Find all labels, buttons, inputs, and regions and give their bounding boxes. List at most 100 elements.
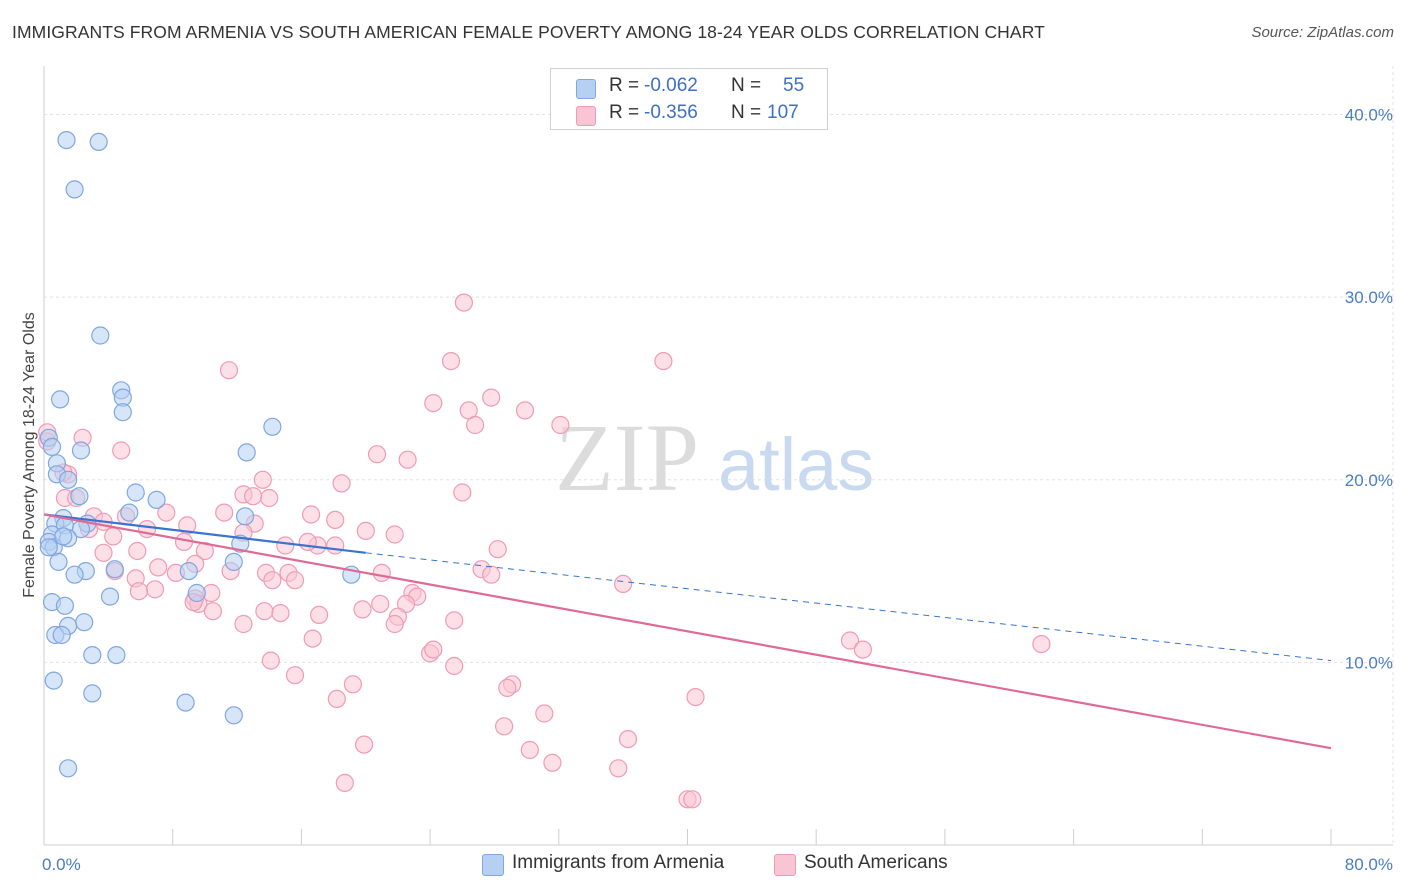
data-point bbox=[441, 352, 461, 371]
data-point bbox=[327, 689, 346, 709]
data-point bbox=[176, 693, 195, 712]
data-point bbox=[853, 640, 873, 659]
data-point bbox=[100, 587, 120, 606]
data-point bbox=[271, 603, 290, 623]
correlation-legend: R = -0.062 N = 55 R = -0.356 N = 107 bbox=[550, 68, 828, 130]
data-point bbox=[515, 401, 535, 420]
data-point bbox=[261, 651, 280, 670]
data-point bbox=[112, 441, 131, 460]
data-point bbox=[398, 450, 417, 469]
data-point bbox=[104, 527, 123, 546]
data-point bbox=[57, 131, 76, 150]
data-point bbox=[263, 417, 282, 436]
data-point bbox=[356, 521, 375, 541]
data-point bbox=[42, 437, 62, 456]
data-point bbox=[445, 611, 464, 630]
data-point bbox=[145, 580, 165, 599]
data-point bbox=[343, 675, 362, 694]
data-point bbox=[65, 565, 84, 584]
data-point bbox=[686, 687, 705, 707]
data-point bbox=[535, 704, 554, 723]
data-point bbox=[466, 415, 485, 435]
data-point bbox=[224, 706, 243, 725]
watermark-atlas: atlas bbox=[718, 423, 874, 506]
trend-lines bbox=[43, 513, 1332, 750]
legend-n-label: N = bbox=[731, 102, 762, 123]
data-point bbox=[371, 594, 390, 614]
y-tick-label: 10.0% bbox=[1345, 653, 1393, 672]
data-point bbox=[683, 790, 702, 809]
data-point bbox=[520, 740, 539, 760]
data-point bbox=[609, 759, 628, 778]
data-point bbox=[326, 536, 345, 555]
data-point bbox=[310, 605, 329, 625]
series-immigrants-from-armenia bbox=[39, 131, 361, 778]
data-point bbox=[128, 541, 147, 561]
chart-title: IMMIGRANTS FROM ARMENIA VS SOUTH AMERICA… bbox=[12, 22, 1045, 42]
data-point bbox=[49, 552, 68, 572]
data-point bbox=[94, 543, 113, 562]
data-point bbox=[91, 326, 110, 345]
data-point bbox=[367, 445, 387, 464]
data-point bbox=[195, 541, 214, 561]
data-point bbox=[126, 483, 145, 502]
data-point bbox=[215, 503, 234, 522]
x-tick-label: 80.0% bbox=[1345, 855, 1393, 874]
legend-r-value: -0.356 bbox=[644, 102, 698, 123]
data-point bbox=[55, 596, 75, 615]
x-tick-label: 0.0% bbox=[42, 855, 81, 874]
data-point bbox=[58, 470, 78, 489]
data-point bbox=[276, 536, 295, 555]
legend-swatch-pink bbox=[576, 106, 596, 126]
data-point bbox=[335, 773, 354, 793]
trend-line-armenia bbox=[43, 513, 366, 554]
data-point bbox=[120, 503, 139, 522]
data-point bbox=[543, 753, 562, 772]
data-point bbox=[52, 625, 71, 645]
trend-line-armenia-extended bbox=[365, 552, 1332, 662]
data-point bbox=[482, 388, 501, 407]
data-point bbox=[260, 488, 279, 508]
data-point bbox=[353, 600, 372, 619]
series-legend: Immigrants from Armenia South Americans bbox=[0, 852, 1406, 878]
data-point bbox=[303, 629, 322, 648]
watermark-zip: ZIP bbox=[555, 404, 699, 511]
data-point bbox=[83, 645, 102, 665]
data-point bbox=[83, 684, 102, 703]
y-tick-label: 40.0% bbox=[1345, 106, 1393, 125]
data-point bbox=[236, 507, 255, 526]
data-point bbox=[654, 352, 673, 371]
data-point bbox=[424, 640, 443, 659]
legend-n-value: 55 bbox=[783, 75, 805, 96]
data-point bbox=[157, 503, 176, 522]
y-tick-labels: 10.0% 20.0% 30.0% 40.0% bbox=[1345, 106, 1393, 673]
watermark: ZIP atlas bbox=[555, 404, 874, 511]
data-point bbox=[453, 483, 472, 502]
data-point bbox=[840, 631, 860, 650]
data-point bbox=[332, 474, 351, 493]
series-south-americans bbox=[38, 293, 1051, 809]
y-axis-label: Female Poverty Among 18-24 Year Olds bbox=[21, 312, 38, 598]
data-point bbox=[454, 293, 473, 312]
data-point bbox=[326, 510, 345, 530]
data-point bbox=[234, 614, 253, 634]
data-point bbox=[105, 560, 124, 579]
data-point bbox=[255, 602, 274, 621]
data-point bbox=[65, 180, 84, 199]
data-point bbox=[495, 717, 514, 736]
data-point bbox=[147, 490, 166, 509]
data-point bbox=[113, 403, 132, 422]
data-point bbox=[89, 132, 108, 151]
data-point bbox=[187, 583, 206, 603]
data-point bbox=[396, 594, 416, 614]
data-point bbox=[50, 390, 70, 409]
legend-swatch-blue bbox=[482, 854, 504, 876]
data-point bbox=[237, 443, 256, 462]
data-point bbox=[39, 538, 58, 557]
legend-swatch-blue bbox=[576, 79, 596, 99]
data-point bbox=[75, 613, 94, 632]
data-point bbox=[285, 666, 305, 685]
legend-label-south-americans: South Americans bbox=[804, 852, 948, 873]
data-point bbox=[551, 415, 570, 435]
